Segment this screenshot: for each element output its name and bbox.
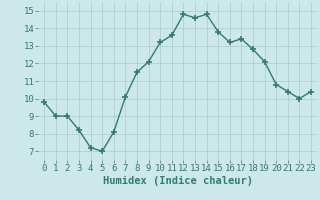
X-axis label: Humidex (Indice chaleur): Humidex (Indice chaleur): [103, 176, 252, 186]
